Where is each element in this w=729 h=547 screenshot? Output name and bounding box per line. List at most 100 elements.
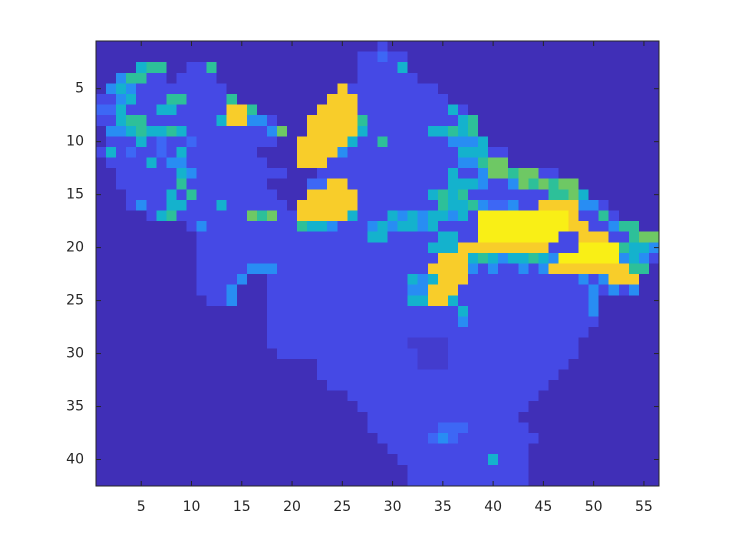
- heatmap-cell: [216, 263, 228, 275]
- heatmap-cell: [478, 305, 489, 318]
- heatmap-cell: [528, 327, 539, 339]
- heatmap-cell: [307, 464, 318, 477]
- heatmap-cell: [126, 390, 137, 402]
- heatmap-cell: [447, 199, 459, 212]
- heatmap-cell: [166, 443, 178, 455]
- heatmap-cell: [508, 104, 519, 116]
- heatmap-cell: [206, 348, 218, 360]
- heatmap-cell: [96, 72, 107, 84]
- heatmap-cell: [377, 390, 389, 402]
- heatmap-cell: [347, 274, 358, 286]
- heatmap-cell: [297, 443, 308, 455]
- heatmap-cell: [347, 337, 358, 349]
- heatmap-cell: [196, 390, 208, 402]
- heatmap-cell: [236, 199, 248, 212]
- heatmap-cell: [186, 390, 198, 402]
- heatmap-cell: [136, 252, 147, 265]
- heatmap-cell: [508, 274, 519, 286]
- heatmap-cell: [186, 221, 198, 233]
- heatmap-cell: [618, 274, 630, 286]
- heatmap-cell: [347, 125, 358, 137]
- heatmap-cell: [598, 168, 610, 180]
- heatmap-cell: [176, 189, 188, 201]
- heatmap-cell: [648, 411, 660, 424]
- heatmap-cell: [508, 125, 519, 137]
- heatmap-cell: [317, 83, 328, 95]
- heatmap-cell: [528, 157, 539, 169]
- heatmap-cell: [357, 327, 369, 339]
- heatmap-cell: [246, 380, 258, 392]
- heatmap-cell: [447, 252, 459, 265]
- heatmap-cell: [457, 390, 469, 402]
- heatmap-cell: [196, 263, 208, 275]
- heatmap-cell: [337, 146, 348, 159]
- heatmap-cell: [186, 72, 198, 84]
- heatmap-cell: [357, 93, 369, 106]
- heatmap-cell: [427, 104, 439, 116]
- heatmap-cell: [618, 464, 630, 477]
- heatmap-cell: [287, 199, 298, 212]
- heatmap-cell: [307, 284, 318, 296]
- heatmap-cell: [216, 295, 228, 307]
- heatmap-cell: [578, 221, 590, 233]
- heatmap-cell: [498, 199, 509, 212]
- heatmap-cell: [628, 199, 640, 212]
- x-tick-label: 5: [137, 499, 146, 515]
- heatmap-cell: [578, 263, 590, 275]
- heatmap-cell: [498, 242, 509, 254]
- heatmap-cell: [106, 221, 117, 233]
- heatmap-cell: [558, 305, 570, 318]
- heatmap-cell: [427, 252, 439, 265]
- heatmap-cell: [638, 136, 650, 148]
- heatmap-cell: [578, 295, 590, 307]
- heatmap-cell: [457, 295, 469, 307]
- heatmap-cell: [166, 284, 178, 296]
- heatmap-cell: [136, 168, 147, 180]
- heatmap-cell: [648, 327, 660, 339]
- heatmap-cell: [216, 454, 228, 466]
- heatmap-cell: [457, 433, 469, 445]
- heatmap-cell: [246, 464, 258, 477]
- heatmap-cell: [256, 242, 268, 254]
- heatmap-cell: [568, 157, 580, 169]
- heatmap-cell: [457, 369, 469, 381]
- heatmap-cell: [96, 422, 107, 434]
- heatmap-cell: [116, 231, 127, 243]
- heatmap-cell: [176, 41, 188, 53]
- heatmap-cell: [206, 125, 218, 137]
- heatmap-cell: [427, 443, 439, 455]
- heatmap-cell: [618, 454, 630, 466]
- heatmap-cell: [206, 422, 218, 434]
- heatmap-cell: [176, 93, 188, 106]
- heatmap-cell: [186, 242, 198, 254]
- heatmap-cell: [116, 168, 127, 180]
- heatmap-cell: [447, 210, 459, 222]
- heatmap-cell: [508, 51, 519, 63]
- heatmap-cell: [206, 305, 218, 318]
- heatmap-cell: [508, 337, 519, 349]
- heatmap-cell: [256, 401, 268, 413]
- heatmap-cell: [457, 231, 469, 243]
- heatmap-cell: [598, 41, 610, 53]
- heatmap-cell: [116, 369, 127, 381]
- heatmap-cell: [136, 411, 147, 424]
- heatmap-cell: [548, 242, 560, 254]
- heatmap-cell: [518, 411, 529, 424]
- heatmap-cell: [266, 327, 278, 339]
- heatmap-cell: [618, 316, 630, 328]
- heatmap-cell: [478, 411, 489, 424]
- heatmap-cell: [548, 83, 560, 95]
- heatmap-cell: [126, 104, 137, 116]
- heatmap-cell: [568, 136, 580, 148]
- heatmap-cell: [558, 316, 570, 328]
- heatmap-cell: [146, 316, 157, 328]
- heatmap-cell: [236, 390, 248, 402]
- heatmap-cell: [538, 295, 550, 307]
- heatmap-cell: [397, 231, 409, 243]
- heatmap-cell: [357, 125, 369, 137]
- heatmap-cell: [246, 390, 258, 402]
- heatmap-cell: [196, 178, 208, 190]
- heatmap-cell: [568, 316, 580, 328]
- heatmap-cell: [618, 411, 630, 424]
- heatmap-cell: [498, 433, 509, 445]
